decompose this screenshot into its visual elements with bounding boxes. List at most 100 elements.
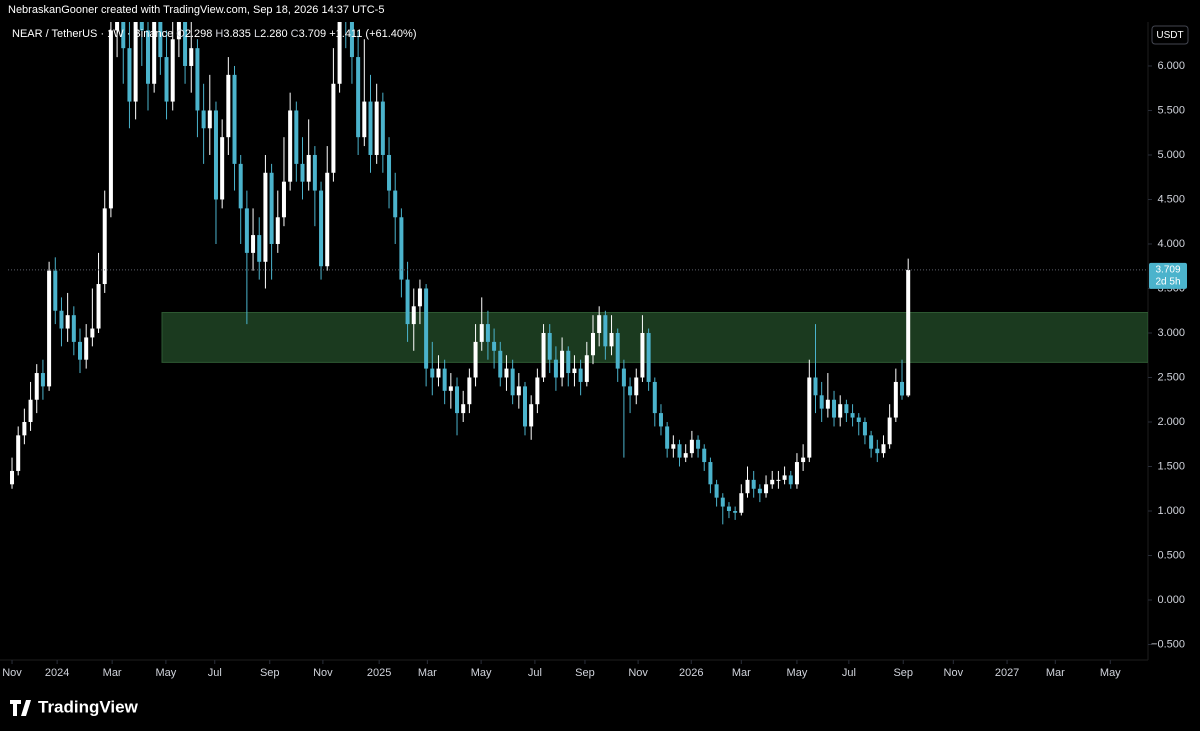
- candle-body: [677, 444, 682, 458]
- candle-body: [683, 453, 688, 458]
- candle-body: [281, 181, 286, 218]
- y-tick-label: 3.000: [1157, 327, 1185, 339]
- y-tick-label: 6.000: [1157, 60, 1185, 72]
- candle-body: [646, 332, 651, 382]
- x-tick-label: Nov: [628, 667, 648, 679]
- candle-body: [764, 484, 769, 494]
- x-tick-label: May: [471, 667, 492, 679]
- candle-body: [430, 368, 435, 378]
- candle-body: [751, 479, 756, 489]
- candle-body: [380, 101, 385, 155]
- x-tick-label: 2025: [367, 667, 391, 679]
- candle-body: [906, 269, 911, 396]
- x-tick-label: Jul: [842, 667, 856, 679]
- candle-body: [492, 341, 497, 351]
- candle-body: [108, 30, 113, 209]
- ohlc-label: H: [215, 28, 223, 40]
- change: +1.411: [329, 28, 362, 40]
- candle-body: [869, 435, 874, 449]
- candle-body: [473, 341, 478, 378]
- candle-body: [844, 404, 849, 414]
- candle-body: [78, 341, 83, 360]
- candle-body: [572, 368, 577, 374]
- x-tick-label: Sep: [575, 667, 595, 679]
- candle-body: [158, 22, 163, 58]
- candle-body: [523, 386, 528, 427]
- x-tick-label: Nov: [2, 667, 22, 679]
- countdown: 2d 5h: [1155, 277, 1180, 288]
- candle-body: [726, 506, 731, 512]
- candle-body: [603, 315, 608, 347]
- candle-body: [319, 190, 324, 267]
- ohlc-value: 2.280: [260, 28, 288, 40]
- x-tick-label: Mar: [732, 667, 751, 679]
- y-tick-label: 1.500: [1157, 460, 1185, 472]
- candle-body: [720, 497, 725, 507]
- candle-body: [702, 448, 707, 463]
- candle-body: [331, 83, 336, 173]
- x-tick-label: 2027: [995, 667, 1019, 679]
- candle-body: [133, 22, 138, 102]
- candle-body: [257, 235, 262, 262]
- candle-body: [306, 154, 311, 182]
- candle-body: [739, 493, 744, 513]
- last-price-label: 3.709: [1155, 265, 1180, 276]
- candle-body: [485, 324, 490, 342]
- candle-body: [442, 368, 447, 391]
- y-tick-label: 2.000: [1157, 416, 1185, 428]
- candle-body: [349, 22, 354, 58]
- y-tick-label: 5.000: [1157, 149, 1185, 161]
- candle-body: [436, 368, 441, 378]
- candle-body: [448, 386, 453, 391]
- x-tick-label: Mar: [1046, 667, 1065, 679]
- attribution: NebraskanGooner created with TradingView…: [8, 4, 384, 16]
- candle-body: [183, 22, 188, 66]
- candle-body: [461, 404, 466, 414]
- candle-body: [757, 488, 762, 494]
- candle-body: [788, 475, 793, 485]
- candle-body: [47, 270, 52, 387]
- candle-body: [566, 350, 571, 374]
- candle-body: [164, 57, 169, 102]
- x-tick-label: May: [156, 667, 177, 679]
- candle-body: [244, 208, 249, 253]
- candle-body: [547, 332, 552, 360]
- x-tick-label: Mar: [418, 667, 437, 679]
- candle-body: [121, 22, 126, 49]
- candle-body: [856, 417, 861, 422]
- candle-body: [535, 377, 540, 405]
- x-tick-label: Jul: [528, 667, 542, 679]
- candle-body: [269, 172, 274, 244]
- y-tick-label: 2.500: [1157, 371, 1185, 383]
- x-tick-label: May: [787, 667, 808, 679]
- candle-body: [207, 110, 212, 129]
- candle-body: [176, 22, 181, 40]
- candle-body: [794, 462, 799, 485]
- candle-body: [658, 413, 663, 427]
- candle-body: [312, 154, 317, 191]
- candle-body: [689, 439, 694, 454]
- candle-body: [584, 355, 589, 382]
- candle-body: [238, 163, 243, 209]
- candle-body: [696, 439, 701, 449]
- candle-body: [337, 22, 342, 84]
- candle-body: [232, 74, 237, 164]
- candle-body: [90, 328, 95, 338]
- y-tick-label: 5.500: [1157, 104, 1185, 116]
- currency-box: [1151, 25, 1189, 45]
- candle-body: [850, 413, 855, 418]
- candle-body: [22, 421, 27, 436]
- candle-body: [28, 399, 33, 422]
- candle-body: [708, 462, 713, 485]
- candle-body: [411, 306, 416, 325]
- ohlc-label: C: [291, 28, 299, 40]
- candle-body: [529, 404, 534, 427]
- candle-body: [65, 315, 70, 329]
- plot-area: [10, 22, 1148, 525]
- candle-body: [510, 368, 515, 396]
- candle-body: [807, 377, 812, 458]
- candle-body: [362, 101, 367, 138]
- symbol-legend: NEAR / TetherUS · 1W · Binance O2.298 H3…: [12, 28, 416, 40]
- ohlc-value: 2.298: [185, 28, 213, 40]
